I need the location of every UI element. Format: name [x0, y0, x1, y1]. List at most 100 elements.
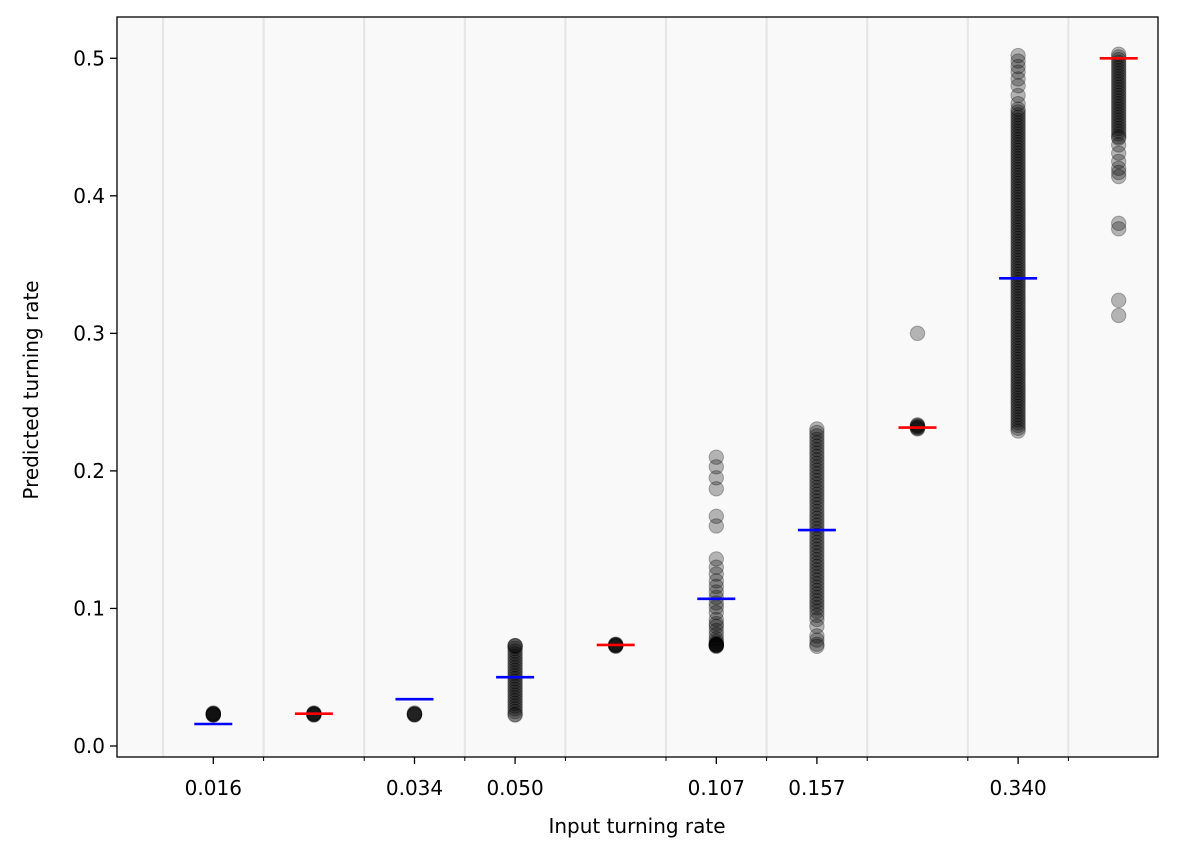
data-point [1010, 404, 1026, 420]
data-point [708, 636, 724, 652]
data-point [507, 657, 523, 673]
data-point [1010, 362, 1026, 379]
data-point [809, 469, 825, 485]
x-tick-label: 0.050 [486, 776, 543, 800]
data-point [1111, 120, 1127, 137]
data-point [809, 510, 825, 527]
data-point [1111, 112, 1127, 128]
data-point [809, 445, 825, 461]
data-point [809, 465, 825, 482]
data-point [205, 705, 222, 722]
data-point [1010, 104, 1026, 120]
data-point [1111, 101, 1127, 117]
data-point [1010, 376, 1026, 392]
x-tick-label: 0.107 [688, 776, 745, 800]
data-point [1111, 62, 1127, 79]
data-point [1010, 349, 1026, 365]
data-point [809, 428, 825, 444]
data-point [1010, 175, 1026, 192]
data-point [1111, 68, 1127, 84]
data-point [205, 705, 222, 721]
data-point [1010, 225, 1026, 241]
data-point [1111, 115, 1127, 131]
data-point [1010, 406, 1026, 423]
data-point [1010, 178, 1026, 194]
data-point [1010, 205, 1026, 222]
data-point [1010, 288, 1026, 304]
y-tick-label: 0.1 [73, 596, 105, 620]
data-point [1010, 382, 1026, 398]
data-point [1010, 53, 1026, 69]
data-point [708, 626, 724, 643]
data-point [1111, 65, 1127, 82]
mean-markers [194, 56, 1138, 726]
data-point [1010, 159, 1026, 175]
data-point [708, 611, 724, 628]
data-point [909, 418, 926, 434]
data-point [1010, 346, 1026, 362]
data-point [205, 707, 222, 723]
data-point [1111, 51, 1127, 68]
data-point [406, 707, 423, 723]
data-point [507, 637, 523, 654]
data-point [608, 638, 624, 654]
data-point [708, 638, 724, 654]
data-point [809, 527, 825, 544]
x-axis-label: Input turning rate [548, 814, 725, 838]
data-point [205, 705, 222, 722]
data-point [1010, 412, 1026, 428]
data-point [1010, 343, 1026, 359]
data-point [1010, 321, 1026, 337]
data-point [1111, 93, 1127, 109]
data-point [708, 566, 724, 582]
data-point [1111, 130, 1127, 146]
data-point [1010, 189, 1026, 205]
data-point [1010, 164, 1026, 181]
data-point [809, 636, 825, 652]
data-point [809, 472, 825, 489]
data-point [1010, 233, 1026, 249]
x-tick-label: 0.340 [989, 776, 1046, 800]
data-point [1010, 291, 1026, 307]
data-point [1010, 194, 1026, 211]
data-point [809, 596, 825, 613]
data-point [809, 618, 825, 635]
data-point [708, 559, 724, 575]
data-point [507, 687, 523, 703]
data-point [809, 500, 825, 516]
data-point [1010, 219, 1026, 236]
data-point [708, 637, 724, 653]
data-point [708, 508, 724, 524]
data-point [809, 607, 825, 624]
data-point [1010, 250, 1026, 266]
data-point [809, 455, 825, 472]
data-point [406, 705, 423, 722]
data-point [1010, 387, 1026, 403]
data-point [1010, 137, 1026, 153]
data-point [809, 541, 825, 558]
data-point [1010, 95, 1026, 112]
data-point [1010, 327, 1026, 343]
data-point [708, 631, 724, 647]
data-point [1010, 305, 1026, 321]
data-point [1010, 335, 1026, 351]
data-point [708, 589, 724, 606]
data-point [1010, 117, 1026, 134]
data-point [809, 558, 825, 575]
data-point [708, 635, 724, 652]
data-point [809, 476, 825, 492]
data-point [507, 692, 523, 709]
data-point [1010, 417, 1026, 434]
data-point [708, 638, 724, 654]
data-point [1010, 181, 1026, 197]
data-point [205, 706, 222, 722]
data-point [1010, 283, 1026, 299]
data-point [406, 706, 423, 723]
data-point [1010, 148, 1026, 164]
data-point [1010, 227, 1026, 244]
data-point [809, 589, 825, 606]
data-point [809, 438, 825, 454]
data-point [406, 706, 423, 722]
data-point [1010, 170, 1026, 186]
